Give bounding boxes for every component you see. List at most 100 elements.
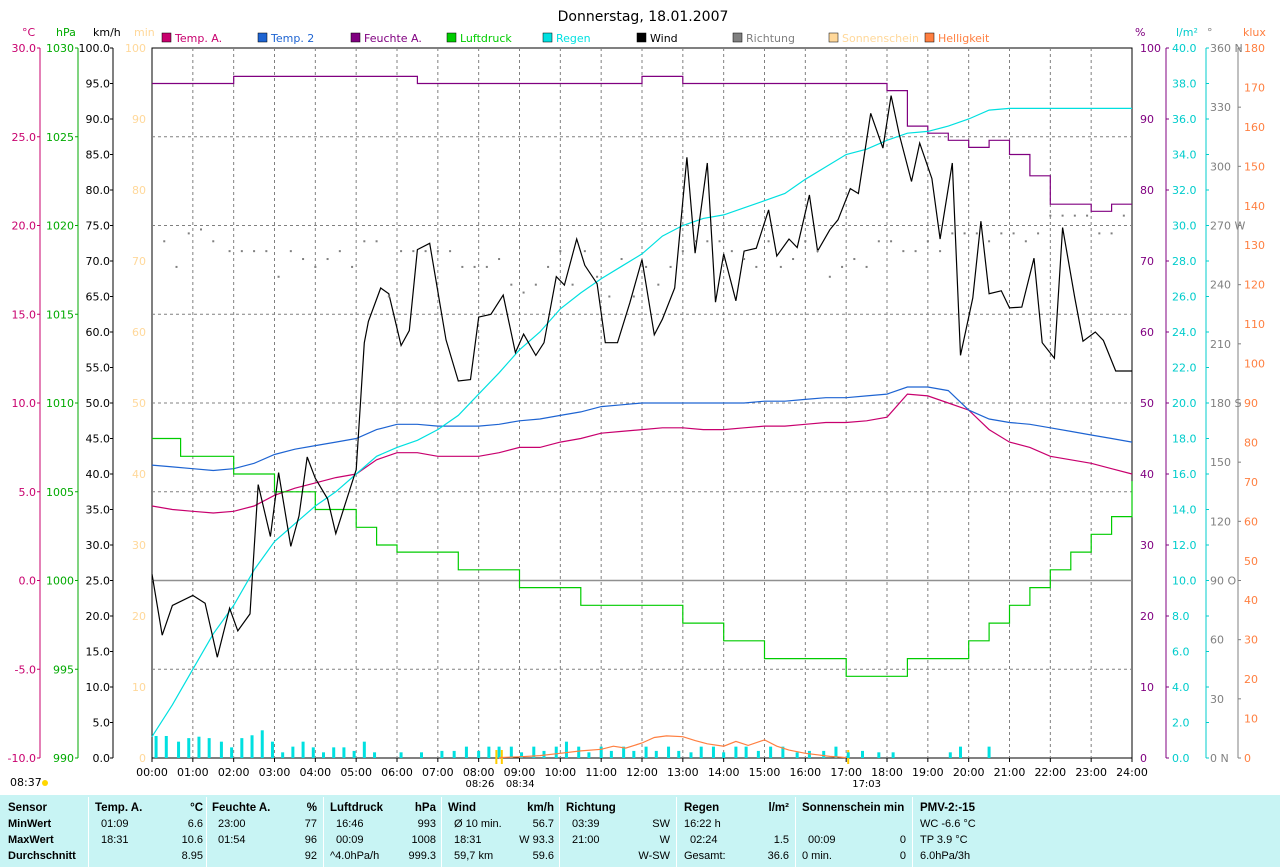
axis-tick-label: 30.0 [86,539,111,552]
direction-dot [596,275,599,278]
rain-bar [187,738,191,758]
axis-tick-label: 10.0 [12,397,37,410]
temp-min-time: 01:09 [101,818,129,830]
sun-marker-label: 08:26 [466,779,495,790]
direction-dot [375,240,378,243]
axis-tick-label: 180 S [1210,397,1241,410]
direction-dot [1098,232,1101,235]
feuchte-min-time: 23:00 [218,818,246,830]
direction-dot [718,240,721,243]
direction-dot [163,240,166,243]
axis-tick-label: 300 [1210,160,1231,173]
direction-dot [914,250,917,253]
axis-tick-label: 330 [1210,101,1231,114]
direction-dot [253,250,256,253]
axis-tick-label: 0.0 [1172,752,1190,765]
axis-tick-label: 15.0 [12,308,37,321]
axis-tick-label: 32.0 [1172,184,1197,197]
wind-max-value: W 93.3 [519,834,554,846]
feuchte-max-time: 01:54 [218,834,246,846]
pmv-header: PMV-2:-15 [920,802,975,814]
axis-tick-label: 36.0 [1172,113,1197,126]
axis-tick-label: 1020 [46,220,74,233]
rain-bar [281,752,285,758]
direction-dot [694,240,697,243]
direction-dot [853,258,856,261]
axis-tick-label: 210 [1210,338,1231,351]
temp-min-value: 6.6 [187,818,203,830]
direction-dot [743,258,746,261]
rain-bar [197,736,201,758]
axis-tick-label: 140 [1244,200,1265,213]
direction-dot [400,250,403,253]
rain-bar [164,735,168,758]
direction-dot [436,250,439,253]
axis-unit-label: hPa [56,26,76,39]
direction-dot [583,250,586,253]
series-temp-a- [151,393,1133,514]
axis-tick-label: 50 [132,397,146,410]
axis-tick-label: 1005 [46,486,74,499]
direction-dot [522,291,525,294]
rain-bar [587,752,591,758]
direction-dot [1110,232,1113,235]
rain-bar [532,746,536,758]
axis-tick-label: 95.0 [86,78,111,91]
axis-tick-label: 270 W [1210,220,1245,233]
direction-dot [926,240,929,243]
direction-dot [963,232,966,235]
legend-label: Regen [556,32,591,45]
regen-header: Regen [684,802,720,814]
rain-bar [622,746,626,758]
axis-tick-label: 170 [1244,81,1265,94]
axis-tick-label: 70 [132,255,146,268]
axis-tick-label: 14.0 [1172,504,1197,517]
legend-swatch [732,32,743,43]
direction-dot [939,250,942,253]
pmv-dewpoint: TP 3.9 °C [920,834,968,846]
axis-tick-label: 55.0 [86,362,111,375]
x-tick-label: 00:00 [136,766,168,779]
legend: Temp. A. Temp. 2 Feuchte A. Luftdruck Regen W… [161,32,990,45]
wind-distance: 59,7 km [454,850,494,862]
direction-dot [1049,214,1052,217]
regen-column: Regen l/m² 16:22 h 02:24 1.5 Gesamt: 36.… [684,795,789,867]
regen-max-time: 02:24 [690,834,718,846]
rain-bar [632,750,636,758]
axis-tick-label: 18.0 [1172,433,1197,446]
x-tick-label: 11:00 [585,766,617,779]
direction-dot [767,240,770,243]
x-tick-label: 04:00 [299,766,331,779]
feuchte-header: Feuchte A. [212,802,271,814]
axis-tick-label: 28.0 [1172,255,1197,268]
axis-tick-label: 16.0 [1172,468,1197,481]
axis-tick-label: 150 [1244,160,1265,173]
legend-label: Richtung [746,32,795,45]
durchschnitt-label: Durchschnitt [8,850,76,862]
direction-dot [277,275,280,278]
axis-tick-label: 25.0 [86,575,111,588]
rain-bar [240,738,244,758]
rain-bar [520,752,524,758]
direction-dot [449,250,452,253]
axis-tick-label: 75.0 [86,220,111,233]
axis-tick-label: 60 [1140,326,1154,339]
axis-tick-label: 2.0 [1172,717,1190,730]
axis-tick-label: 10.0 [86,681,111,694]
rain-bar [311,747,315,758]
rain-bar [332,747,336,758]
richtung-min-time: 03:39 [572,818,600,830]
direction-dot [828,275,831,278]
rain-bar [699,746,703,758]
axis-tick-label: 1000 [46,575,74,588]
rain-bar [711,746,715,758]
axis-tick-label: 100.0 [79,42,111,55]
direction-dot [534,283,537,286]
rain-bar [322,752,325,758]
axis-tick-label: 65.0 [86,291,111,304]
axis-tick-label: 0 [1140,752,1147,765]
direction-dot [1086,214,1089,217]
x-tick-label: 12:00 [626,766,658,779]
axis-tick-label: 160 [1244,121,1265,134]
series-regen [151,107,1132,738]
